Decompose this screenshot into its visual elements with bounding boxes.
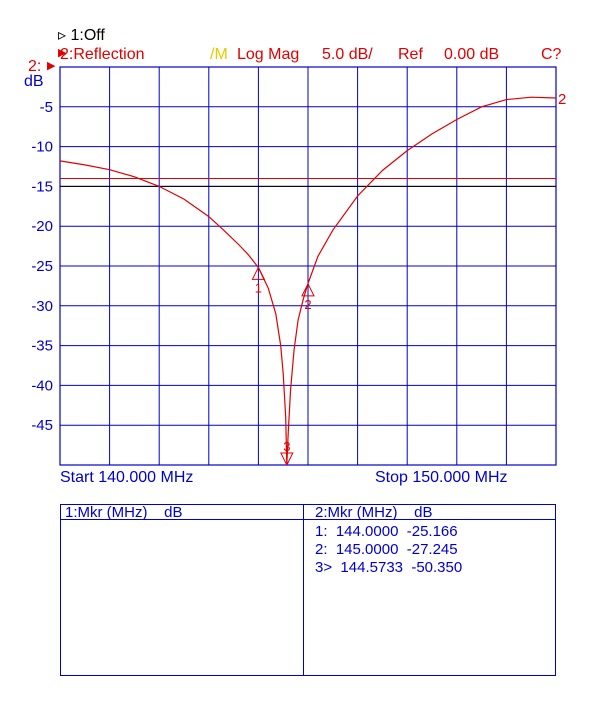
marker-table-right-header: 2:Mkr (MHz) dB — [315, 504, 433, 521]
marker-label: 1 — [255, 280, 262, 295]
format-label: Log Mag — [237, 46, 300, 63]
scale-label: 5.0 dB/ — [322, 46, 373, 63]
ref-position-label: 2: — [28, 58, 42, 75]
marker-1: 1 — [251, 266, 266, 295]
channel1-status: ▹ 1:Off — [58, 27, 105, 44]
marker-table-left-header: 1:Mkr (MHz) dB — [65, 504, 183, 521]
ref-label: Ref — [398, 46, 423, 63]
trace-layer: 2 — [59, 91, 566, 466]
reference-lines — [60, 177, 556, 187]
marker-table-header-rule — [61, 519, 555, 520]
marker-row-1: 1: 144.0000 -25.166 — [315, 523, 458, 540]
marker-label: 2 — [304, 297, 311, 312]
y-tick-labels: -5 -10 -15 -20 -25 -30 -35 -40 -45 — [31, 99, 53, 434]
ref-value: 0.00 dB — [444, 46, 500, 63]
y-tick-label: -15 — [31, 178, 53, 195]
y-tick-label: -45 — [31, 417, 53, 434]
y-tick-label: -20 — [31, 218, 53, 235]
y-unit-label: dB — [24, 73, 44, 90]
marker-3: 3 — [280, 439, 294, 467]
stop-frequency: Stop 150.000 MHz — [375, 469, 508, 486]
y-tick-label: -25 — [31, 258, 53, 275]
marker-2: 2 — [301, 282, 315, 312]
chart-grid — [59, 66, 557, 466]
y-tick-label: -35 — [31, 338, 53, 355]
marker-table-divider — [303, 505, 304, 675]
marker-row-2: 2: 145.0000 -27.245 — [315, 541, 458, 558]
y-tick-label: -30 — [31, 298, 53, 315]
y-tick-label: -10 — [31, 139, 53, 156]
marker-triangle-icon — [251, 266, 266, 280]
ref-position-arrow-icon: ▶ — [47, 60, 56, 72]
cal-status: C? — [541, 46, 562, 63]
marker-triangle-icon — [301, 282, 315, 297]
marker-row-3: 3> 144.5733 -50.350 — [315, 559, 463, 576]
channel2-active-arrow-icon: ▶ — [58, 47, 67, 59]
marker-layer: 1 2 3 — [251, 266, 315, 467]
trace-end-label: 2 — [558, 91, 566, 108]
reflection-chart: -5 -10 -15 -20 -25 -30 -35 -40 -45 2 1 2 3 — [31, 66, 566, 467]
y-tick-label: -5 — [40, 99, 53, 116]
marker-table: 1:Mkr (MHz) dB 2:Mkr (MHz) dB 1: 144.000… — [60, 504, 556, 676]
y-tick-label: -40 — [31, 377, 53, 394]
start-frequency: Start 140.000 MHz — [60, 469, 194, 486]
marker-triangle-icon — [280, 452, 294, 467]
format-marker: /M — [210, 46, 228, 63]
channel2-label: 2:Reflection — [60, 46, 145, 63]
reflection-trace — [59, 96, 557, 466]
marker-label: 3 — [283, 439, 290, 454]
